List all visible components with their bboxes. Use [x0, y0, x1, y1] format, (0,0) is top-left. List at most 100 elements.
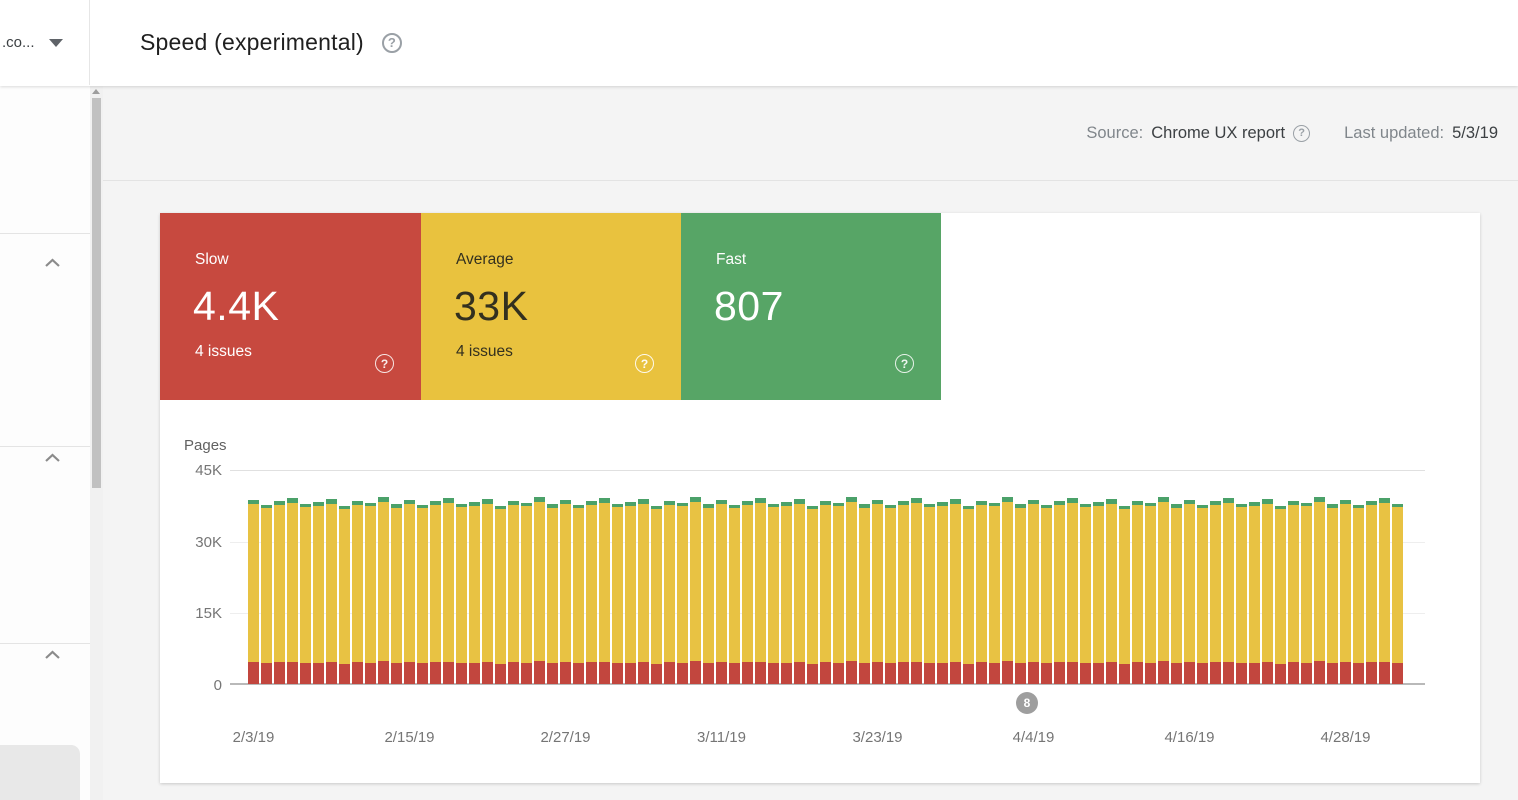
stacked-bar[interactable]	[1353, 504, 1364, 684]
scrollbar-up-arrow-icon[interactable]	[92, 89, 100, 94]
stacked-bar[interactable]	[768, 503, 779, 684]
stacked-bar[interactable]	[274, 501, 285, 684]
stacked-bar[interactable]	[833, 502, 844, 684]
stacked-bar[interactable]	[1197, 504, 1208, 684]
stacked-bar[interactable]	[508, 500, 519, 684]
stacked-bar[interactable]	[456, 503, 467, 684]
fast-card[interactable]: Fast 807 ?	[681, 213, 941, 400]
stacked-bar[interactable]	[1275, 505, 1286, 684]
stacked-bar[interactable]	[1093, 501, 1104, 684]
stacked-bar[interactable]	[638, 499, 649, 684]
stacked-bar[interactable]	[1119, 505, 1130, 684]
stacked-bar[interactable]	[534, 497, 545, 684]
stacked-bar[interactable]	[612, 503, 623, 684]
page-help-icon[interactable]: ?	[381, 32, 402, 53]
stacked-bar[interactable]	[716, 500, 727, 684]
stacked-bar[interactable]	[300, 503, 311, 684]
stacked-bar[interactable]	[807, 505, 818, 684]
stacked-bar[interactable]	[482, 499, 493, 684]
stacked-bar[interactable]	[1015, 504, 1026, 684]
stacked-bar[interactable]	[261, 504, 272, 684]
stacked-bar[interactable]	[1223, 498, 1234, 684]
stacked-bar[interactable]	[599, 498, 610, 684]
stacked-bar[interactable]	[1314, 497, 1325, 684]
stacked-bar[interactable]	[1327, 504, 1338, 684]
stacked-bar[interactable]	[742, 501, 753, 684]
stacked-bar[interactable]	[1132, 500, 1143, 684]
stacked-bar[interactable]	[586, 501, 597, 684]
stacked-bar[interactable]	[794, 499, 805, 684]
stacked-bar[interactable]	[1067, 498, 1078, 684]
stacked-bar[interactable]	[1249, 501, 1260, 684]
slow-card[interactable]: Slow 4.4K 4 issues ?	[160, 213, 421, 400]
stacked-bar[interactable]	[365, 502, 376, 684]
chevron-up-icon[interactable]	[44, 650, 61, 660]
stacked-bar[interactable]	[1210, 501, 1221, 684]
stacked-bar[interactable]	[1145, 502, 1156, 684]
stacked-bar[interactable]	[469, 501, 480, 684]
stacked-bar[interactable]	[1002, 497, 1013, 684]
stacked-bar[interactable]	[846, 497, 857, 684]
stacked-bar[interactable]	[404, 500, 415, 684]
average-card[interactable]: Average 33K 4 issues ?	[421, 213, 681, 400]
stacked-bar[interactable]	[1366, 501, 1377, 684]
stacked-bar[interactable]	[521, 502, 532, 684]
stacked-bar[interactable]	[1054, 501, 1065, 684]
stacked-bar[interactable]	[547, 504, 558, 684]
stacked-bar[interactable]	[898, 501, 909, 684]
stacked-bar[interactable]	[1236, 503, 1247, 684]
card-help-icon[interactable]: ?	[635, 354, 654, 373]
stacked-bar[interactable]	[703, 504, 714, 684]
stacked-bar[interactable]	[326, 499, 337, 684]
stacked-bar[interactable]	[781, 501, 792, 684]
stacked-bar[interactable]	[378, 497, 389, 684]
stacked-bar[interactable]	[859, 504, 870, 684]
stacked-bar[interactable]	[872, 500, 883, 684]
stacked-bar[interactable]	[963, 505, 974, 684]
stacked-bar[interactable]	[1392, 503, 1403, 684]
stacked-bar[interactable]	[248, 500, 259, 684]
stacked-bar[interactable]	[1262, 499, 1273, 684]
stacked-bar[interactable]	[924, 503, 935, 684]
stacked-bar[interactable]	[937, 501, 948, 684]
stacked-bar[interactable]	[352, 500, 363, 684]
annotation-badge[interactable]: 8	[1016, 692, 1038, 714]
stacked-bar[interactable]	[443, 498, 454, 684]
stacked-bar[interactable]	[1041, 504, 1052, 684]
stacked-bar[interactable]	[911, 498, 922, 684]
scrollbar-thumb[interactable]	[92, 98, 101, 488]
stacked-bar[interactable]	[651, 505, 662, 684]
stacked-bar[interactable]	[950, 499, 961, 684]
source-help-icon[interactable]: ?	[1293, 124, 1311, 142]
stacked-bar[interactable]	[560, 500, 571, 684]
chevron-up-icon[interactable]	[44, 258, 61, 268]
stacked-bar[interactable]	[989, 502, 1000, 684]
stacked-bar[interactable]	[755, 498, 766, 684]
stacked-bar[interactable]	[1340, 500, 1351, 684]
stacked-bar[interactable]	[430, 501, 441, 684]
stacked-bar[interactable]	[495, 505, 506, 684]
stacked-bar[interactable]	[664, 500, 675, 684]
card-help-icon[interactable]: ?	[895, 354, 914, 373]
stacked-bar[interactable]	[1028, 500, 1039, 684]
stacked-bar[interactable]	[885, 504, 896, 684]
stacked-bar[interactable]	[1379, 498, 1390, 684]
stacked-bar[interactable]	[1106, 499, 1117, 684]
chevron-up-icon[interactable]	[44, 453, 61, 463]
stacked-bar[interactable]	[1184, 500, 1195, 684]
stacked-bar[interactable]	[573, 504, 584, 684]
property-selector[interactable]: .co...	[0, 0, 90, 85]
stacked-bar[interactable]	[625, 501, 636, 684]
stacked-bar[interactable]	[1301, 502, 1312, 684]
stacked-bar[interactable]	[1080, 503, 1091, 684]
stacked-bar[interactable]	[391, 504, 402, 684]
stacked-bar[interactable]	[677, 502, 688, 684]
card-help-icon[interactable]: ?	[375, 354, 394, 373]
stacked-bar[interactable]	[417, 504, 428, 684]
stacked-bar[interactable]	[287, 498, 298, 684]
stacked-bar[interactable]	[1171, 504, 1182, 684]
stacked-bar[interactable]	[690, 497, 701, 684]
stacked-bar[interactable]	[1288, 500, 1299, 684]
stacked-bar[interactable]	[976, 500, 987, 684]
stacked-bar[interactable]	[729, 504, 740, 684]
